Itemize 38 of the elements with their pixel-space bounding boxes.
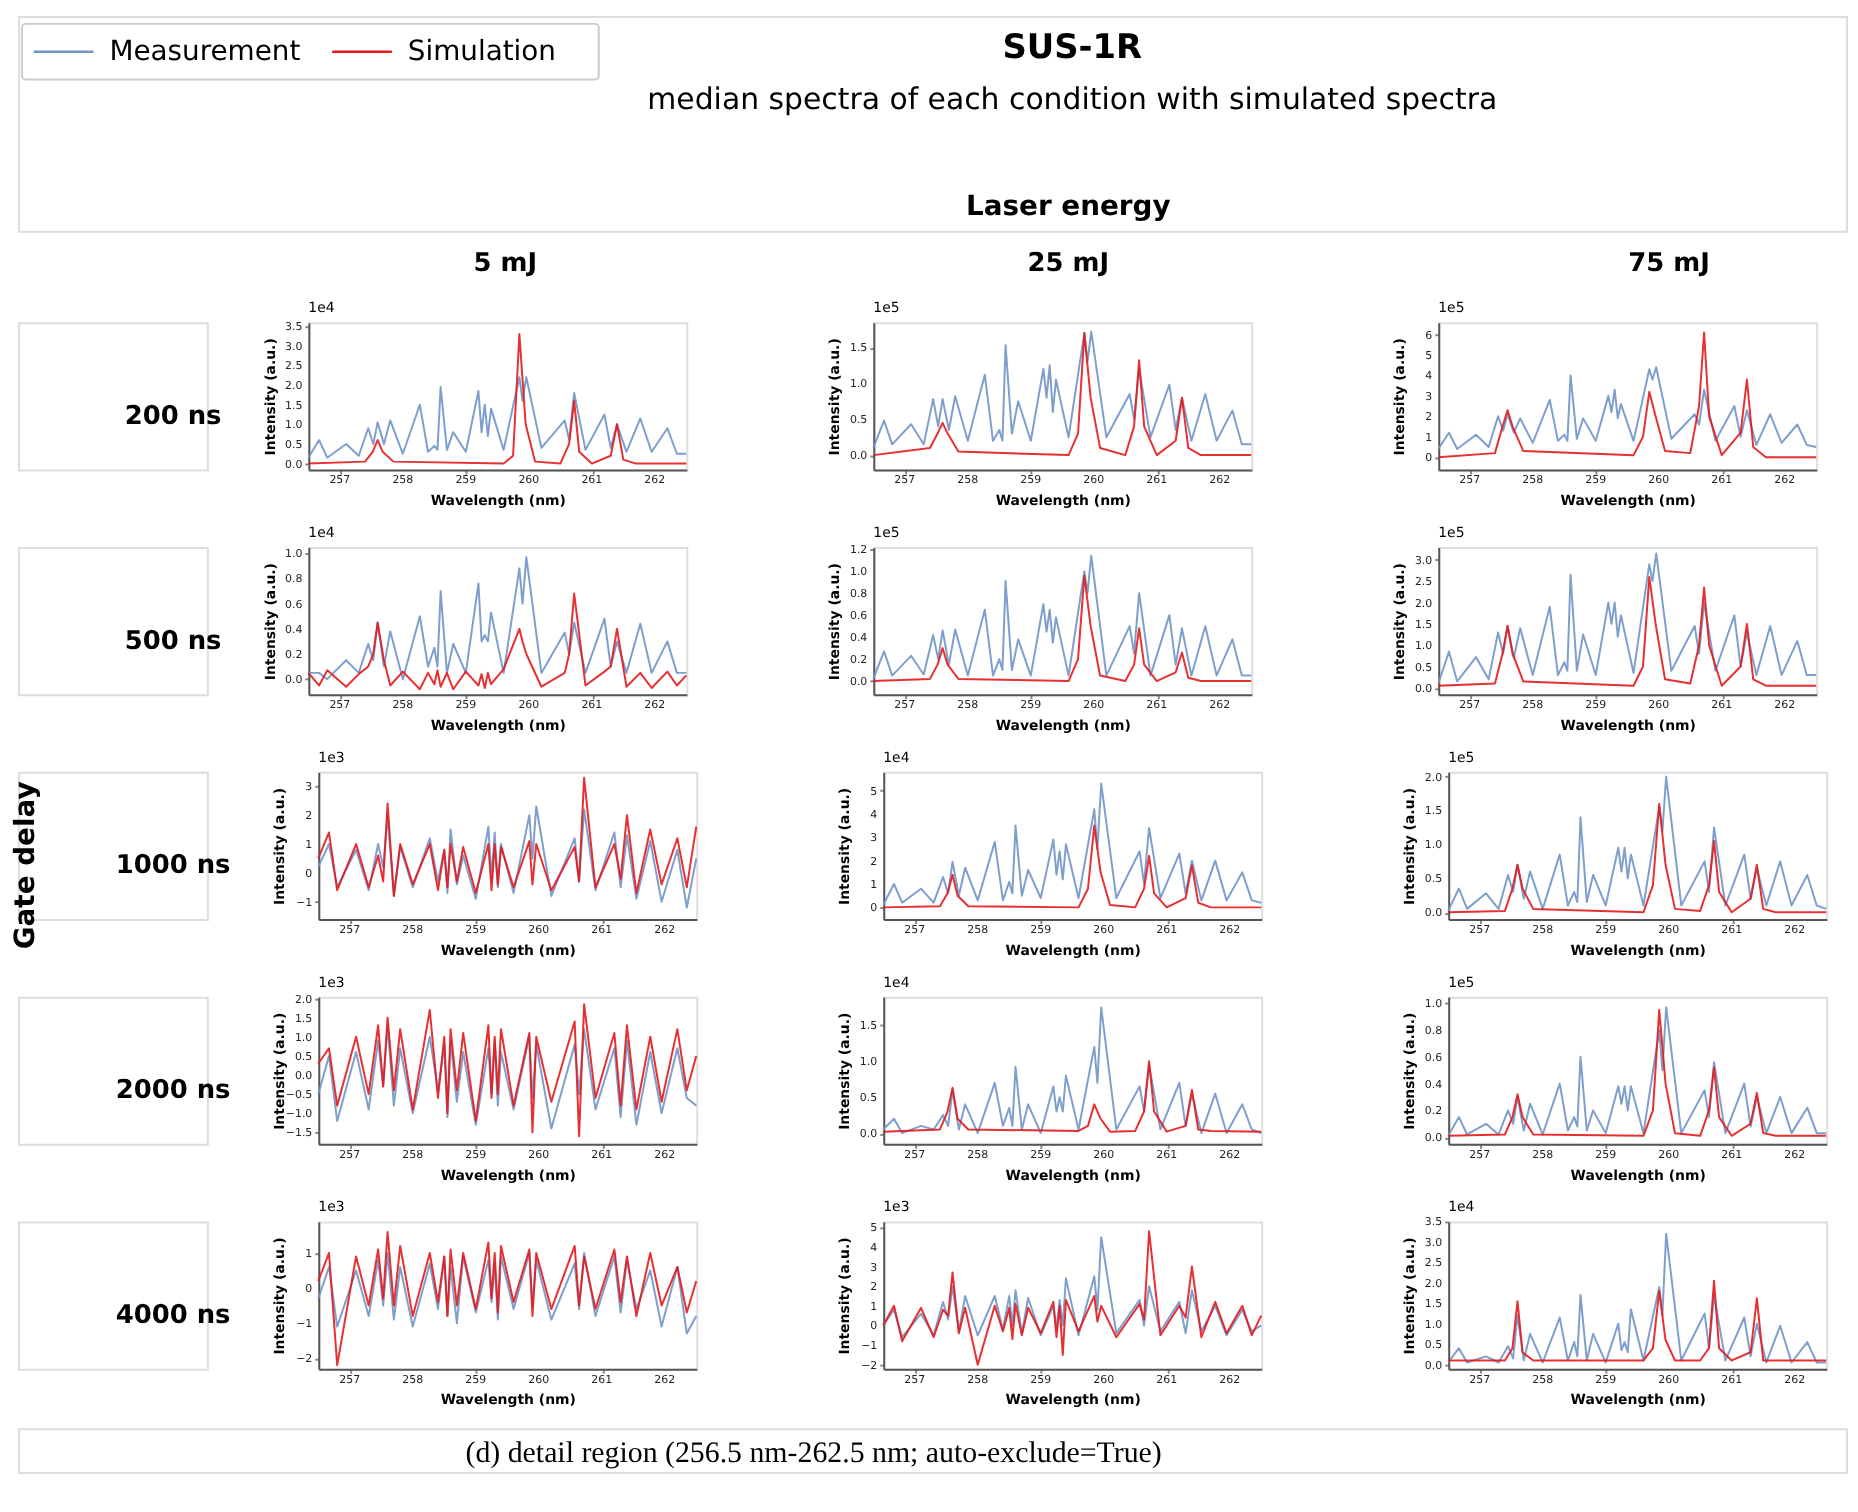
line-series [872,574,1253,683]
line-series [1437,575,1818,687]
text: 2000 ns [115,1076,232,1107]
text: SUS-1R [1002,25,1143,66]
text: median spectra of each condition with simulated spectra [647,81,1498,118]
line-series [882,782,1263,907]
text: 500 ns [124,626,223,657]
text: Gate delay [9,781,42,950]
text: 5 mJ [473,248,538,279]
text: 1000 ns [115,851,232,882]
line-series [882,1236,1263,1339]
line-series [1447,802,1828,914]
line-series [307,376,688,459]
line-series [307,556,688,681]
text: Laser energy [965,190,1171,223]
line-series [1447,1232,1828,1364]
line-series [1437,331,1818,459]
line-series [307,592,688,691]
line-series [1447,1279,1828,1362]
text: 25 mJ [1027,248,1110,279]
line-series [1437,366,1818,451]
line-series [317,776,698,897]
line-series [307,333,688,465]
line-series [1447,775,1828,912]
text: 4000 ns [115,1300,232,1331]
text: 75 mJ [1628,248,1710,279]
line-series [317,1003,698,1138]
line-series [872,554,1253,680]
line-series [882,1006,1263,1135]
legend-label: Simulation [407,35,556,68]
text: 200 ns [124,401,223,432]
text: (d) detail region (256.5 nm-262.5 nm; auto-exclude=True) [465,1438,1162,1471]
line-series [1437,552,1818,685]
line-series [882,1230,1263,1366]
line-series [882,1060,1263,1133]
legend-label: Measurement [109,35,302,68]
line-series [882,824,1263,909]
line-series [317,805,698,909]
